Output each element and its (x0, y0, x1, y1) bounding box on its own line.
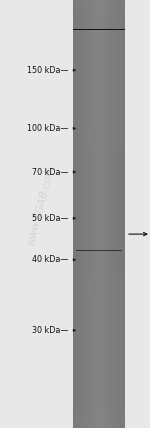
Text: 70 kDa—: 70 kDa— (32, 167, 69, 177)
Text: 150 kDa—: 150 kDa— (27, 65, 69, 75)
Text: 30 kDa—: 30 kDa— (33, 326, 69, 335)
Text: 40 kDa—: 40 kDa— (33, 255, 69, 265)
Text: 50 kDa—: 50 kDa— (32, 214, 69, 223)
Text: 100 kDa—: 100 kDa— (27, 124, 69, 133)
Text: www.TGAB.com: www.TGAB.com (26, 164, 57, 247)
